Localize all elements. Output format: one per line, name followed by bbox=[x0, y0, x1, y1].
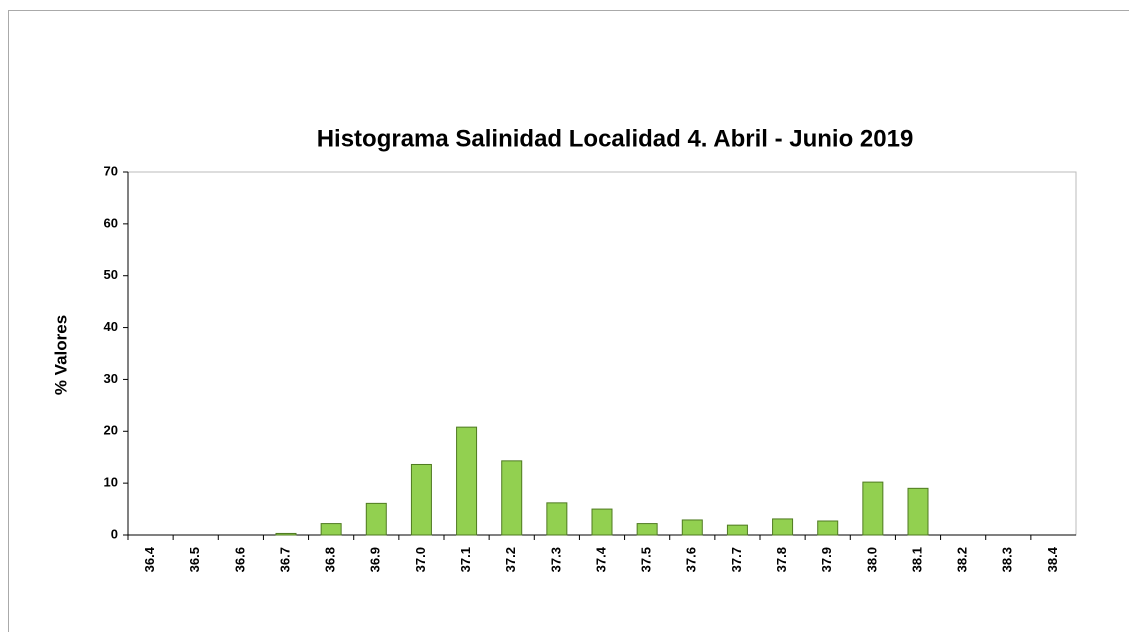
bar bbox=[501, 460, 523, 536]
x-tick-label: 36.9 bbox=[368, 547, 383, 572]
y-tick-label: 60 bbox=[104, 215, 118, 230]
bar bbox=[275, 532, 297, 536]
x-tick-label: 36.7 bbox=[277, 547, 292, 572]
bar bbox=[636, 523, 658, 536]
x-tick-label: 37.5 bbox=[639, 547, 654, 572]
bar bbox=[456, 426, 478, 536]
x-tick-label: 36.4 bbox=[142, 546, 157, 572]
chart-title: Histograma Salinidad Localidad 4. Abril … bbox=[317, 125, 914, 152]
x-tick-label: 36.6 bbox=[232, 547, 247, 572]
x-tick-label: 38.4 bbox=[1045, 546, 1060, 572]
bar bbox=[546, 502, 568, 536]
y-tick-label: 70 bbox=[104, 163, 118, 178]
y-tick-label: 10 bbox=[104, 475, 118, 490]
y-tick-label: 30 bbox=[104, 371, 118, 386]
bar bbox=[591, 508, 613, 536]
x-tick-label: 37.2 bbox=[503, 547, 518, 572]
y-axis-label: % Valores bbox=[51, 315, 70, 395]
x-tick-label: 38.2 bbox=[955, 547, 970, 572]
bar bbox=[726, 524, 748, 536]
x-tick-label: 37.7 bbox=[729, 547, 744, 572]
bar bbox=[410, 463, 432, 536]
bar bbox=[772, 518, 794, 536]
x-tick-label: 38.0 bbox=[864, 547, 879, 572]
x-tick-label: 37.0 bbox=[413, 547, 428, 572]
bar bbox=[817, 520, 839, 536]
y-tick-label: 50 bbox=[104, 267, 118, 282]
y-tick-label: 0 bbox=[111, 526, 118, 541]
y-tick-label: 40 bbox=[104, 319, 118, 334]
bar bbox=[320, 523, 342, 536]
y-tick-label: 20 bbox=[104, 423, 118, 438]
x-tick-label: 37.8 bbox=[774, 547, 789, 572]
frame bbox=[8, 10, 1129, 632]
x-tick-label: 37.4 bbox=[593, 546, 608, 572]
x-tick-label: 38.3 bbox=[1000, 547, 1015, 572]
bar bbox=[862, 481, 884, 536]
x-tick-label: 37.9 bbox=[819, 547, 834, 572]
x-tick-label: 37.1 bbox=[458, 547, 473, 572]
bar bbox=[907, 487, 929, 536]
x-tick-label: 37.3 bbox=[548, 547, 563, 572]
x-tick-label: 36.5 bbox=[187, 547, 202, 572]
x-tick-label: 37.6 bbox=[684, 547, 699, 572]
bar bbox=[365, 502, 387, 536]
x-tick-label: 36.8 bbox=[323, 547, 338, 572]
x-tick-label: 38.1 bbox=[909, 547, 924, 572]
bar bbox=[681, 519, 703, 536]
